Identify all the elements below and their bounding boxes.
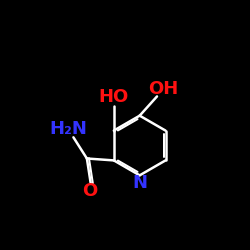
Text: H₂N: H₂N: [50, 120, 88, 138]
Text: HO: HO: [99, 88, 129, 106]
Text: N: N: [132, 174, 147, 192]
Text: O: O: [82, 182, 98, 200]
Text: OH: OH: [148, 80, 178, 98]
